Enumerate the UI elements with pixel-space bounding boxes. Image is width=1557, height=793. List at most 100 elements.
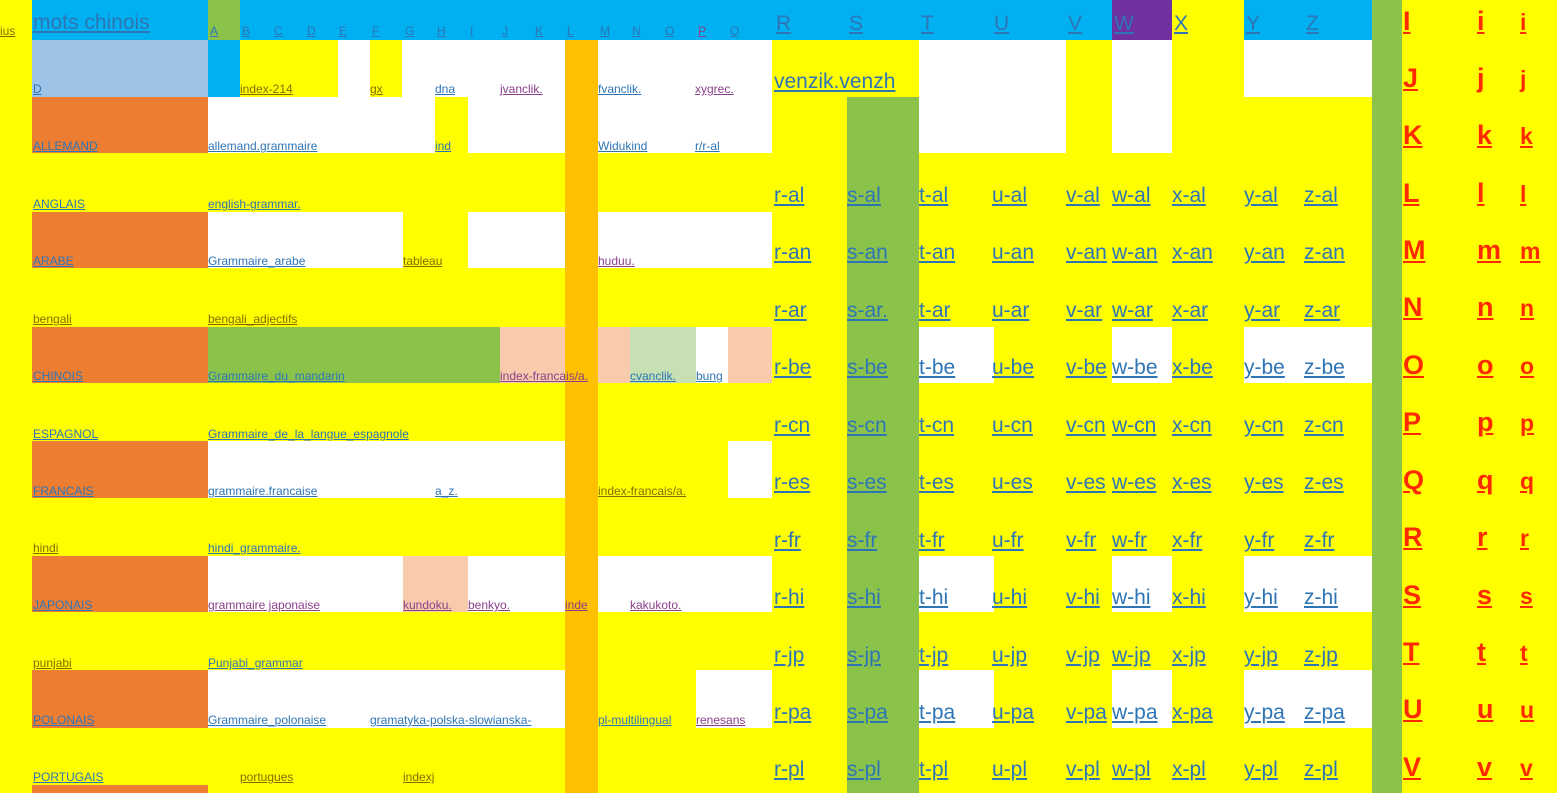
link-u-cn[interactable]: u-cn: [992, 414, 1033, 437]
language-link[interactable]: ALLEMAND: [33, 139, 98, 153]
language-link[interactable]: POLONAIS: [33, 713, 95, 727]
link-renesans[interactable]: renesans: [696, 713, 746, 727]
link-r-jp[interactable]: r-jp: [774, 644, 805, 667]
link-v-an[interactable]: v-an: [1066, 241, 1107, 264]
link-pl-multilingual[interactable]: pl-multilingual: [598, 713, 672, 727]
grammar-link[interactable]: allemand.grammaire: [208, 139, 318, 153]
row-letter-small-n[interactable]: n: [1520, 295, 1535, 321]
grammar-link[interactable]: Grammaire_arabe: [208, 254, 306, 268]
row-letter-upper-r[interactable]: R: [1403, 522, 1423, 552]
row-letter-lower-l[interactable]: l: [1477, 178, 1485, 208]
row-letter-upper-p[interactable]: P: [1403, 407, 1422, 437]
link-z-cn[interactable]: z-cn: [1304, 414, 1344, 437]
link-t-pa[interactable]: t-pa: [919, 701, 956, 724]
language-link[interactable]: ESPAGNOL: [33, 427, 99, 441]
link-x-ar[interactable]: x-ar: [1172, 299, 1209, 322]
grammar-link[interactable]: english-grammar.: [208, 197, 301, 211]
link-v-pa[interactable]: v-pa: [1066, 701, 1107, 724]
link-t-jp[interactable]: t-jp: [919, 644, 949, 667]
header-letter-v[interactable]: V: [1068, 12, 1083, 35]
link-ind[interactable]: ind: [435, 139, 452, 153]
link-t-cn[interactable]: t-cn: [919, 414, 955, 437]
link-s-es[interactable]: s-es: [847, 471, 887, 494]
language-link[interactable]: JAPONAIS: [33, 598, 93, 612]
row-letter-small-j[interactable]: j: [1520, 66, 1527, 92]
header-letter-d[interactable]: D: [307, 24, 316, 38]
link-u-fr[interactable]: u-fr: [992, 529, 1024, 552]
link-v-es[interactable]: v-es: [1066, 471, 1106, 494]
link-z-fr[interactable]: z-fr: [1304, 529, 1335, 552]
header-letter-n[interactable]: N: [632, 24, 641, 38]
link-s-hi[interactable]: s-hi: [847, 586, 881, 609]
row-letter-small-q[interactable]: q: [1520, 468, 1535, 494]
row-letter-small-i[interactable]: i: [1520, 9, 1527, 35]
link-v-cn[interactable]: v-cn: [1066, 414, 1106, 437]
link-r-ar[interactable]: r-ar: [774, 299, 807, 322]
row-letter-small-p[interactable]: p: [1520, 410, 1535, 436]
link-kundoku[interactable]: kundoku.: [403, 598, 452, 612]
link-w-ar[interactable]: w-ar: [1112, 299, 1153, 322]
row-letter-lower-o[interactable]: o: [1477, 350, 1494, 380]
grammar-link[interactable]: bengali_adjectifs: [208, 312, 298, 326]
link-y-be[interactable]: y-be: [1244, 356, 1285, 379]
link-y-es[interactable]: y-es: [1244, 471, 1284, 494]
link-u-be[interactable]: u-be: [992, 356, 1035, 379]
link-t-be[interactable]: t-be: [919, 356, 956, 379]
header-letter-w[interactable]: W: [1114, 12, 1134, 35]
link-y-al[interactable]: y-al: [1244, 184, 1278, 207]
link-huduu[interactable]: huduu.: [598, 254, 635, 268]
link-r-fr[interactable]: r-fr: [774, 529, 801, 552]
link-r-pl[interactable]: r-pl: [774, 758, 805, 781]
header-letter-s[interactable]: S: [849, 12, 864, 35]
link-u-jp[interactable]: u-jp: [992, 644, 1028, 667]
link-z-an[interactable]: z-an: [1304, 241, 1345, 264]
link-w-cn[interactable]: w-cn: [1112, 414, 1157, 437]
link-s-cn[interactable]: s-cn: [847, 414, 887, 437]
link-a-z[interactable]: a_z.: [435, 484, 458, 498]
link-index-francais-fr[interactable]: index-francais/a.: [598, 484, 687, 498]
link-r-an[interactable]: r-an: [774, 241, 812, 264]
link-tableau[interactable]: tableau: [403, 254, 443, 268]
link-v-be[interactable]: v-be: [1066, 356, 1107, 379]
link-xygrec[interactable]: xygrec.: [695, 82, 734, 96]
link-x-pl[interactable]: x-pl: [1172, 758, 1206, 781]
grammar-link[interactable]: grammaire japonaise: [208, 598, 321, 612]
grammar-link[interactable]: grammaire.francaise: [208, 484, 318, 498]
link-y-fr[interactable]: y-fr: [1244, 529, 1275, 552]
link-fvanclik[interactable]: fvanclik.: [598, 82, 642, 96]
grammar-link[interactable]: hindi_grammaire.: [208, 541, 301, 555]
link-y-pa[interactable]: y-pa: [1244, 701, 1285, 724]
language-link[interactable]: D: [33, 82, 42, 96]
link-cvanclik[interactable]: cvanclik.: [630, 369, 677, 383]
header-letter-k[interactable]: K: [535, 24, 544, 38]
link-w-pa[interactable]: w-pa: [1112, 701, 1158, 724]
language-link[interactable]: CHINOIS: [33, 369, 84, 383]
link-y-hi[interactable]: y-hi: [1244, 586, 1278, 609]
row-letter-small-o[interactable]: o: [1520, 353, 1535, 379]
link-u-es[interactable]: u-es: [992, 471, 1033, 494]
link-r-be[interactable]: r-be: [774, 356, 812, 379]
link-w-hi[interactable]: w-hi: [1112, 586, 1151, 609]
link-z-al[interactable]: z-al: [1304, 184, 1338, 207]
header-letter-a[interactable]: A: [210, 24, 219, 38]
row-letter-upper-j[interactable]: J: [1403, 63, 1419, 93]
grammar-link[interactable]: portugues: [240, 770, 294, 784]
header-letter-z[interactable]: Z: [1306, 12, 1319, 35]
header-letter-g[interactable]: G: [405, 24, 415, 38]
link-x-hi[interactable]: x-hi: [1172, 586, 1206, 609]
header-letter-b[interactable]: B: [242, 24, 251, 38]
link-w-jp[interactable]: w-jp: [1112, 644, 1151, 667]
row-letter-small-u[interactable]: u: [1520, 697, 1535, 723]
title-link[interactable]: mots chinois: [33, 11, 150, 34]
header-letter-t[interactable]: T: [921, 12, 934, 35]
link-s-fr[interactable]: s-fr: [847, 529, 878, 552]
link-t-al[interactable]: t-al: [919, 184, 949, 207]
header-letter-o[interactable]: O: [665, 24, 675, 38]
link-r-pa[interactable]: r-pa: [774, 701, 812, 724]
link-benkyo[interactable]: benkyo.: [468, 598, 511, 612]
row-letter-upper-k[interactable]: K: [1403, 120, 1423, 150]
link-bung[interactable]: bung: [696, 369, 723, 383]
link-x-jp[interactable]: x-jp: [1172, 644, 1206, 667]
language-link[interactable]: ARABE: [33, 254, 74, 268]
row-letter-small-r[interactable]: r: [1520, 525, 1529, 551]
